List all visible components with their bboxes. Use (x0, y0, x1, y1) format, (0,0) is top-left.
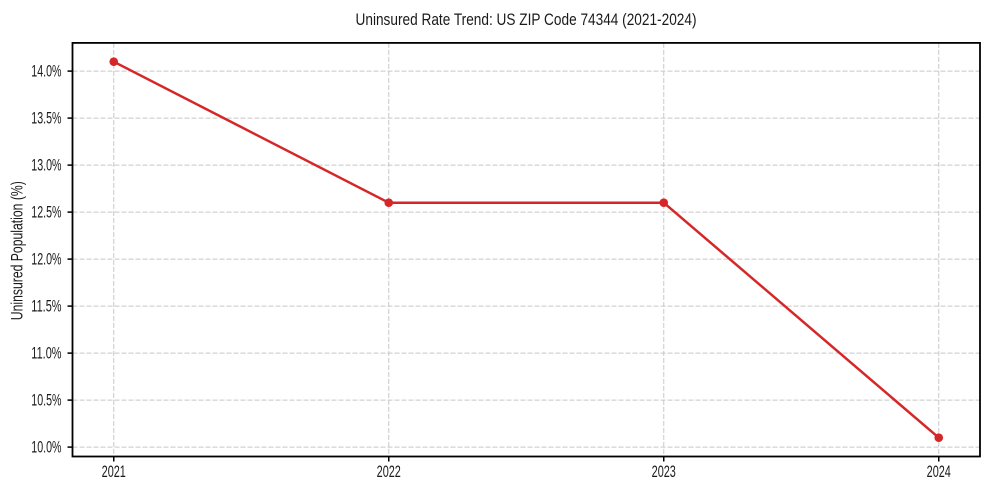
svg-text:2024: 2024 (927, 463, 951, 481)
svg-text:12.0%: 12.0% (31, 251, 61, 269)
svg-text:10.5%: 10.5% (31, 392, 61, 410)
svg-text:2023: 2023 (652, 463, 676, 481)
svg-text:11.0%: 11.0% (31, 345, 61, 363)
svg-text:13.0%: 13.0% (31, 157, 61, 175)
svg-text:14.0%: 14.0% (31, 63, 61, 81)
svg-text:Uninsured Rate Trend: US ZIP C: Uninsured Rate Trend: US ZIP Code 74344 … (356, 10, 697, 29)
svg-text:2021: 2021 (102, 463, 126, 481)
svg-text:Uninsured Population (%): Uninsured Population (%) (8, 181, 26, 320)
svg-text:13.5%: 13.5% (31, 110, 61, 128)
svg-text:12.5%: 12.5% (31, 204, 61, 222)
svg-text:11.5%: 11.5% (31, 298, 61, 316)
svg-text:10.0%: 10.0% (31, 439, 61, 457)
svg-text:2022: 2022 (377, 463, 401, 481)
